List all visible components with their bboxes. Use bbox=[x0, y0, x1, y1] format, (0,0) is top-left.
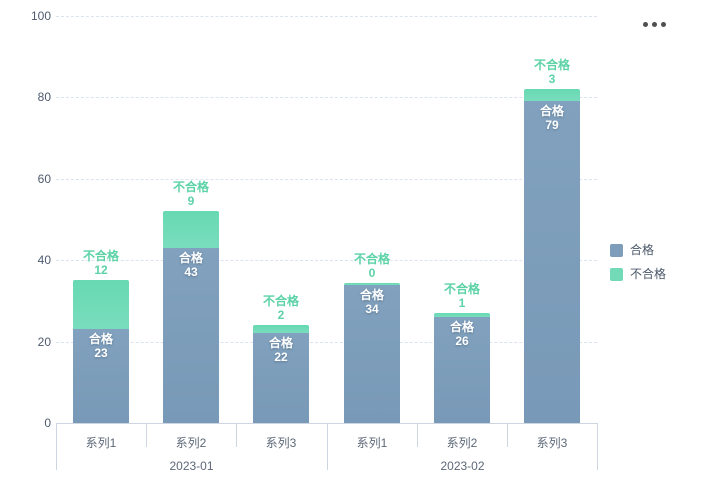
legend-label-fail: 不合格 bbox=[630, 267, 667, 281]
legend: 合格 不合格 bbox=[610, 244, 666, 292]
x-axis-group-label: 2023-01 bbox=[169, 459, 214, 473]
bar-segment-fail[interactable] bbox=[163, 211, 219, 248]
bar-label-fail: 不合格 0 bbox=[353, 252, 390, 280]
bar-segment-fail[interactable] bbox=[253, 325, 309, 333]
gridline bbox=[56, 16, 597, 17]
bar-segment-pass[interactable] bbox=[524, 101, 580, 423]
bar-label-fail: 不合格 3 bbox=[533, 58, 570, 86]
bar-label-fail: 不合格 2 bbox=[262, 294, 299, 322]
bar-label-pass: 合格 26 bbox=[449, 320, 474, 348]
x-axis-tick bbox=[327, 424, 328, 470]
bar-segment-fail[interactable] bbox=[344, 283, 400, 285]
bar-segment-fail[interactable] bbox=[73, 280, 129, 329]
gridline bbox=[56, 178, 597, 180]
x-axis-category-label[interactable]: 系列2 bbox=[446, 436, 478, 450]
x-axis-category-label[interactable]: 系列2 bbox=[175, 436, 207, 450]
x-axis-tick bbox=[236, 424, 237, 447]
bar-label-fail: 不合格 9 bbox=[172, 180, 209, 208]
legend-swatch-pass-icon bbox=[610, 244, 623, 257]
x-axis-group-label: 2023-02 bbox=[440, 459, 485, 473]
x-axis-category-label[interactable]: 系列1 bbox=[85, 436, 117, 450]
gridline bbox=[56, 260, 597, 262]
more-options-icon[interactable] bbox=[641, 20, 668, 29]
bar-label-fail: 不合格 12 bbox=[82, 249, 119, 277]
y-axis-tick-label: 40 bbox=[37, 253, 51, 268]
bar-segment-fail[interactable] bbox=[524, 89, 580, 101]
bar-label-fail: 不合格 1 bbox=[443, 282, 480, 310]
gridline bbox=[56, 341, 597, 343]
x-axis-tick bbox=[56, 424, 57, 470]
bar-segment-pass[interactable] bbox=[253, 333, 309, 423]
bar-segment-pass[interactable] bbox=[73, 329, 129, 423]
y-axis-tick-label: 60 bbox=[37, 171, 51, 186]
x-axis-tick bbox=[597, 424, 598, 470]
x-axis-tick bbox=[507, 424, 508, 447]
bar-segment-pass[interactable] bbox=[434, 317, 490, 423]
x-axis-tick bbox=[146, 424, 147, 447]
bar-segment-pass[interactable] bbox=[163, 248, 219, 423]
bar-label-pass: 合格 22 bbox=[268, 336, 293, 364]
legend-item-pass[interactable]: 合格 bbox=[610, 244, 666, 257]
y-axis-tick-label: 20 bbox=[37, 334, 51, 349]
y-axis-tick-label: 0 bbox=[44, 416, 51, 430]
y-axis-tick-label: 100 bbox=[30, 9, 51, 23]
y-axis-tick-label: 80 bbox=[37, 90, 51, 105]
gridline bbox=[56, 97, 597, 99]
legend-item-fail[interactable]: 不合格 bbox=[610, 268, 666, 281]
x-axis-category-label[interactable]: 系列3 bbox=[265, 436, 297, 450]
x-axis-category-label[interactable]: 系列3 bbox=[536, 436, 568, 450]
legend-swatch-fail-icon bbox=[610, 268, 623, 281]
ellipsis-dot bbox=[643, 22, 648, 27]
bar-label-pass: 合格 43 bbox=[178, 251, 203, 279]
x-axis-tick bbox=[417, 424, 418, 447]
ellipsis-dot bbox=[661, 22, 666, 27]
x-axis-line bbox=[56, 423, 598, 424]
bar-label-pass: 合格 23 bbox=[88, 332, 113, 360]
x-axis-category-label[interactable]: 系列1 bbox=[356, 436, 388, 450]
bar-label-pass: 合格 79 bbox=[539, 104, 564, 132]
bar-label-pass: 合格 34 bbox=[359, 288, 384, 316]
legend-label-pass: 合格 bbox=[630, 243, 655, 257]
ellipsis-dot bbox=[652, 22, 657, 27]
bar-segment-pass[interactable] bbox=[344, 285, 400, 423]
bar-segment-fail[interactable] bbox=[434, 313, 490, 317]
